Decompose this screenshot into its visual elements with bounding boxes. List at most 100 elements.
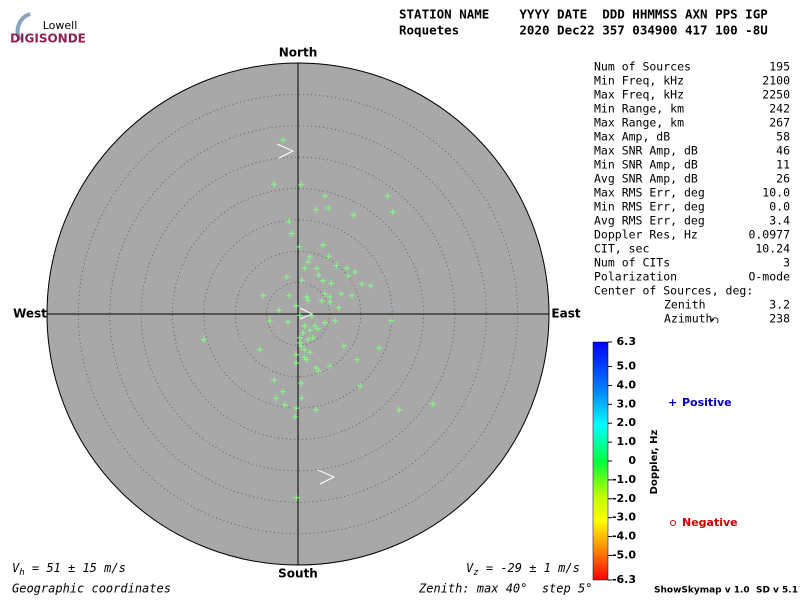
stat-label: Max SNR Amp, dB: [594, 144, 698, 158]
colorbar-tick-label: -4.0: [612, 530, 636, 543]
vh-sub: h: [19, 568, 24, 578]
source-point: [288, 230, 295, 237]
stat-value: 242: [769, 102, 790, 116]
source-point: [298, 380, 305, 387]
stat-label: Max RMS Err, deg: [594, 186, 705, 200]
stat-value: 3.2: [769, 298, 790, 312]
source-point: [296, 334, 303, 341]
source-point: [283, 273, 290, 280]
source-point: [300, 329, 307, 336]
source-point: [291, 413, 298, 420]
stat-label: Min RMS Err, deg: [594, 200, 705, 214]
stat-value: 46: [776, 144, 790, 158]
stat-value: 3: [783, 256, 790, 270]
legend-marker: [670, 520, 676, 526]
direction-label: West: [13, 307, 47, 321]
colorbar-tick-label: 2.0: [617, 416, 637, 429]
source-point: [335, 304, 342, 311]
footer: Vh = 51 ± 15 m/s Vz = -29 ± 1 m/s Geogra…: [12, 561, 798, 596]
source-point: [327, 299, 334, 306]
stat-value: 11: [776, 158, 790, 172]
vh: Vh = 51 ± 15 m/s: [12, 561, 126, 578]
vz: Vz = -29 ± 1 m/s: [466, 561, 580, 578]
source-point: [286, 292, 293, 299]
source-point: [293, 405, 300, 412]
source-point: [375, 344, 382, 351]
source-point: [357, 383, 364, 390]
vz-symbol: V: [466, 561, 474, 575]
stat-label: Num of CITs: [594, 256, 670, 270]
source-point: [313, 407, 320, 414]
source-point: [301, 322, 308, 329]
direction-arrow: [317, 469, 336, 485]
source-point: [350, 211, 357, 218]
source-point: [338, 290, 345, 297]
colorbar-tick-label: -5.0: [612, 548, 636, 561]
vh-text: = 51 ± 15 m/s: [25, 561, 126, 575]
source-point: [321, 193, 328, 200]
stat-label: Num of Sources: [594, 60, 691, 74]
source-point: [293, 302, 300, 309]
stat-label: Max Freq, kHz: [594, 88, 684, 102]
stat-value: 195: [769, 60, 790, 74]
colorbar-tick-label: 1.0: [617, 435, 637, 448]
source-point: [286, 218, 293, 225]
source-point: [313, 206, 320, 213]
colorbar-title: Doppler, Hz: [649, 430, 660, 495]
direction-label: South: [278, 567, 318, 581]
stat-value: 26: [776, 172, 790, 186]
stat-label: Max Amp, dB: [594, 130, 670, 144]
source-point: [298, 395, 305, 402]
source-point: [315, 272, 322, 279]
colorbar-tick-label: 0: [628, 454, 636, 467]
source-point: [298, 343, 305, 350]
source-point: [352, 268, 359, 275]
source-point: [296, 339, 303, 346]
stat-value: 2250: [762, 88, 790, 102]
zenith-note: Zenith: max 40° step 5°: [418, 582, 592, 596]
legend-label: Negative: [682, 516, 738, 529]
colorbar-tick-label: -6.3: [612, 573, 636, 586]
source-point: [429, 400, 436, 407]
stat-value: 238: [769, 312, 790, 326]
stat-label: Max Range, km: [594, 116, 684, 130]
stat-value: 58: [776, 130, 790, 144]
plot: [46, 62, 550, 566]
source-point: [296, 243, 303, 250]
source-point: [340, 343, 347, 350]
source-point: [359, 280, 366, 287]
source-point: [306, 327, 313, 334]
source-point: [256, 346, 263, 353]
source-point: [301, 346, 308, 353]
source-point: [271, 181, 278, 188]
source-point: [303, 356, 310, 363]
source-point: [271, 376, 278, 383]
source-point: [306, 253, 313, 260]
source-point: [305, 258, 312, 265]
stat-label: Min SNR Amp, dB: [594, 158, 698, 172]
source-point: [320, 241, 327, 248]
stat-value: 10.0: [762, 186, 790, 200]
vz-sub: z: [473, 568, 478, 578]
source-point: [293, 351, 300, 358]
stat-value: O-mode: [748, 270, 790, 284]
source-point: [367, 282, 374, 289]
colorbar-tick-label: 6.3: [617, 335, 637, 348]
source-point: [293, 494, 300, 501]
logo-bottom: DIGISONDE: [10, 32, 86, 46]
source-point: [259, 292, 266, 299]
colorbar-tick-label: -2.0: [612, 492, 636, 505]
vh-symbol: V: [12, 561, 20, 575]
stat-label: Min Freq, kHz: [594, 74, 684, 88]
stat-value: 0.0: [769, 200, 790, 214]
colorbar: [592, 341, 609, 581]
source-point: [332, 317, 339, 324]
stat-label: Min Range, km: [594, 102, 684, 116]
source-point: [293, 359, 300, 366]
stat-value: 0.0977: [748, 228, 790, 242]
stat-label: Avg RMS Err, deg: [594, 214, 705, 228]
source-point: [325, 253, 332, 260]
source-point: [348, 292, 355, 299]
stat-label: Center of Sources, deg:: [594, 284, 753, 298]
source-point: [321, 290, 328, 297]
